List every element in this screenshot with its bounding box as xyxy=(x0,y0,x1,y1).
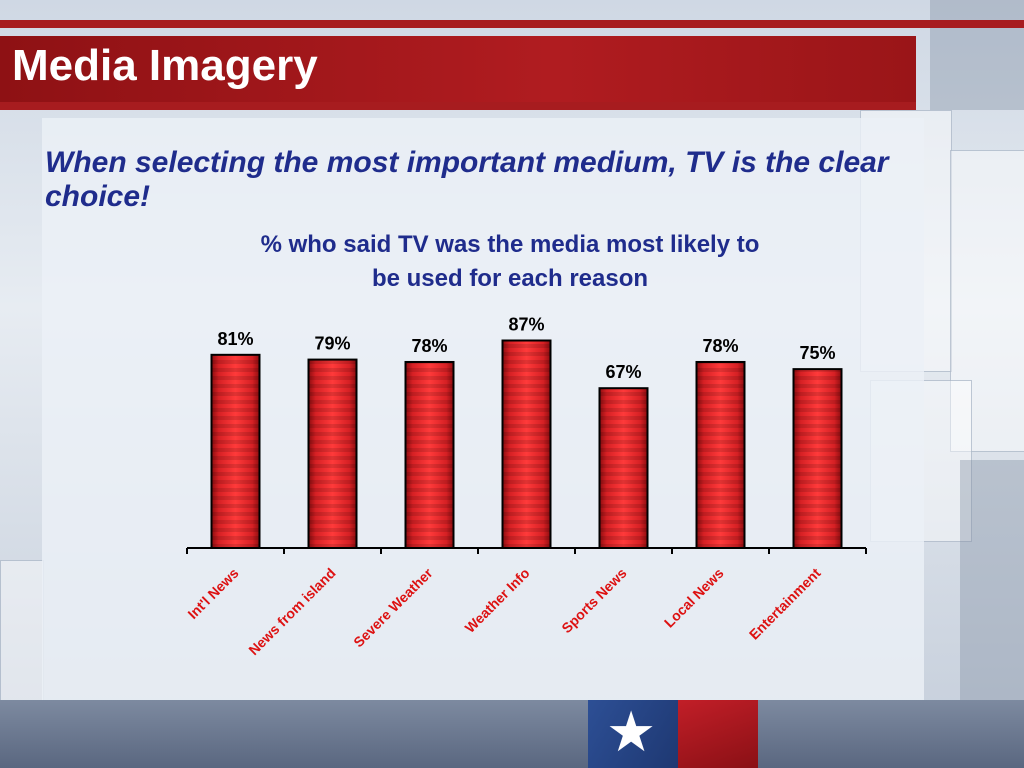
category-label: News from island xyxy=(245,565,338,658)
flag-graphic: ★ xyxy=(588,700,758,768)
bar xyxy=(695,360,746,549)
category-label: Sports News xyxy=(558,565,629,636)
bar xyxy=(792,368,843,549)
data-label: 78% xyxy=(411,336,447,356)
bar-texture xyxy=(212,355,259,547)
bar xyxy=(404,360,455,549)
bar-texture xyxy=(697,362,744,547)
data-label: 87% xyxy=(508,315,544,335)
bottom-band xyxy=(0,700,1024,768)
title-banner xyxy=(0,20,1024,110)
category-label: Entertainment xyxy=(746,565,824,643)
category-label: Int'l News xyxy=(184,565,241,622)
data-label: 67% xyxy=(605,362,641,382)
bar-texture xyxy=(794,370,841,547)
slide-subtitle: When selecting the most important medium… xyxy=(45,146,889,213)
bar xyxy=(210,353,261,549)
chart-title-line-1: % who said TV was the media most likely … xyxy=(260,231,760,258)
data-label: 81% xyxy=(217,329,253,349)
star-icon: ★ xyxy=(606,700,657,763)
category-label: Severe Weather xyxy=(350,564,436,650)
chart-title: % who said TV was the media most likely … xyxy=(170,228,850,296)
data-label: 79% xyxy=(314,334,350,354)
category-label: Local News xyxy=(661,565,727,631)
data-label: 75% xyxy=(799,343,835,363)
page-title: Media Imagery xyxy=(12,41,318,90)
data-label: 78% xyxy=(702,336,738,356)
bar xyxy=(501,339,552,549)
content-panel xyxy=(42,118,924,700)
bar-texture xyxy=(406,362,453,547)
chart-title-line-2: be used for each reason xyxy=(371,265,649,292)
bar-texture xyxy=(503,341,550,547)
bar-texture xyxy=(600,389,647,547)
bar xyxy=(598,387,649,549)
category-label: Weather Info xyxy=(462,565,533,636)
bar xyxy=(307,358,358,549)
bar-texture xyxy=(309,360,356,547)
